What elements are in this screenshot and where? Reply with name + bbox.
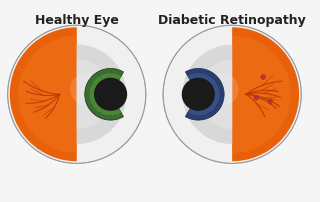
Wedge shape <box>77 59 112 129</box>
Wedge shape <box>77 45 126 144</box>
Wedge shape <box>188 73 220 115</box>
Circle shape <box>94 78 127 111</box>
Text: Diabetic Retinopathy: Diabetic Retinopathy <box>158 14 306 27</box>
Wedge shape <box>85 68 124 120</box>
Circle shape <box>8 25 146 163</box>
Circle shape <box>253 95 259 101</box>
Circle shape <box>260 74 266 80</box>
Circle shape <box>163 25 301 163</box>
Wedge shape <box>232 27 299 161</box>
Wedge shape <box>10 27 77 161</box>
Wedge shape <box>185 68 224 120</box>
Wedge shape <box>182 45 232 144</box>
Text: Healthy Eye: Healthy Eye <box>35 14 119 27</box>
Wedge shape <box>197 59 232 129</box>
Wedge shape <box>18 36 77 153</box>
Wedge shape <box>90 73 121 115</box>
Circle shape <box>182 78 215 111</box>
Circle shape <box>206 73 239 106</box>
Circle shape <box>70 73 103 106</box>
Circle shape <box>268 98 273 104</box>
Wedge shape <box>232 36 291 153</box>
